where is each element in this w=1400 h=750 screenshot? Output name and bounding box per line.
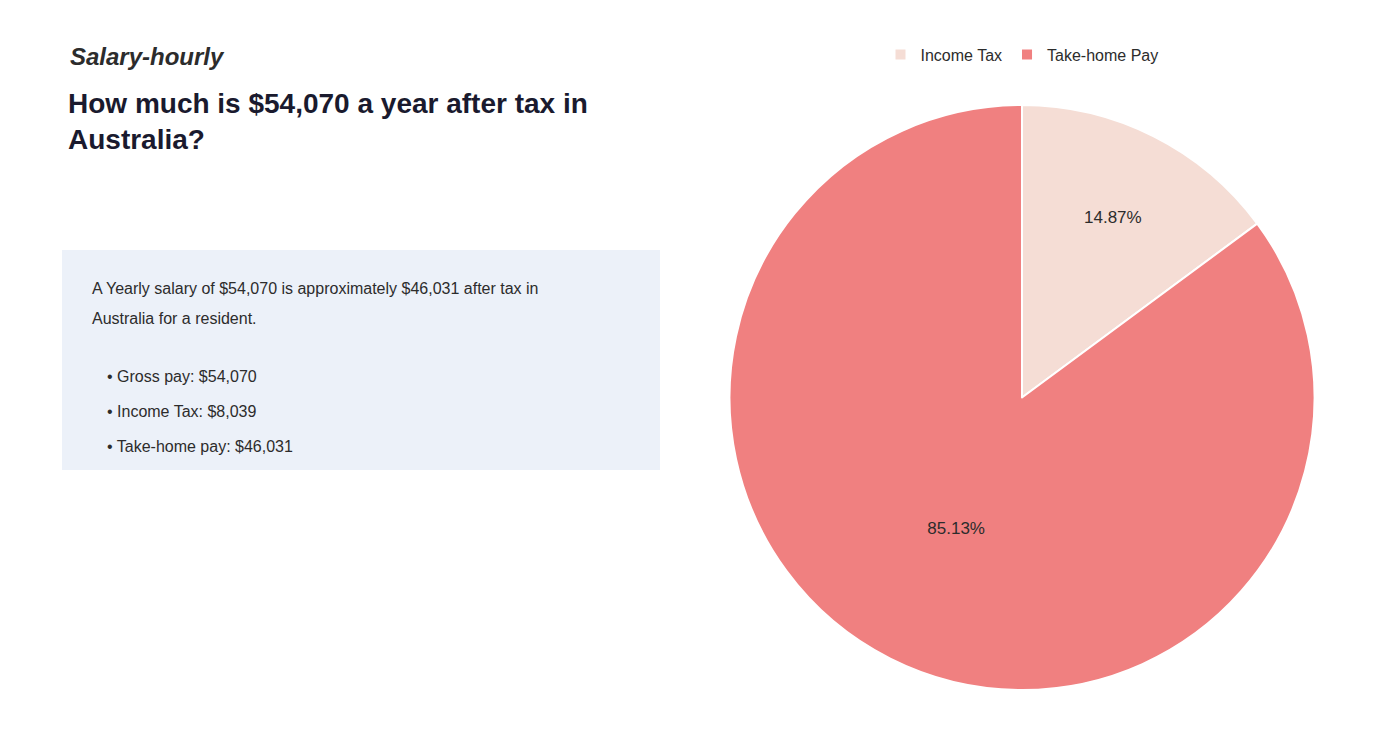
svg-text:How much is $54,070 a year aft: How much is $54,070 a year after tax inA… [68,88,588,155]
svg-text:• Gross pay: $54,070: • Gross pay: $54,070 [107,368,257,385]
svg-text:14.87%: 14.87% [1084,208,1142,227]
svg-text:Australia for a resident.: Australia for a resident. [92,310,257,327]
svg-text:85.13%: 85.13% [927,519,985,538]
svg-text:A Yearly salary of $54,070 is: A Yearly salary of $54,070 is approximat… [92,280,539,297]
svg-text:• Take-home pay: $46,031: • Take-home pay: $46,031 [107,438,293,455]
svg-text:Take-home Pay: Take-home Pay [1047,47,1158,64]
svg-text:Salary-hourly: Salary-hourly [70,43,225,70]
svg-text:Income Tax: Income Tax [921,47,1003,64]
svg-text:• Income Tax: $8,039: • Income Tax: $8,039 [107,403,257,420]
